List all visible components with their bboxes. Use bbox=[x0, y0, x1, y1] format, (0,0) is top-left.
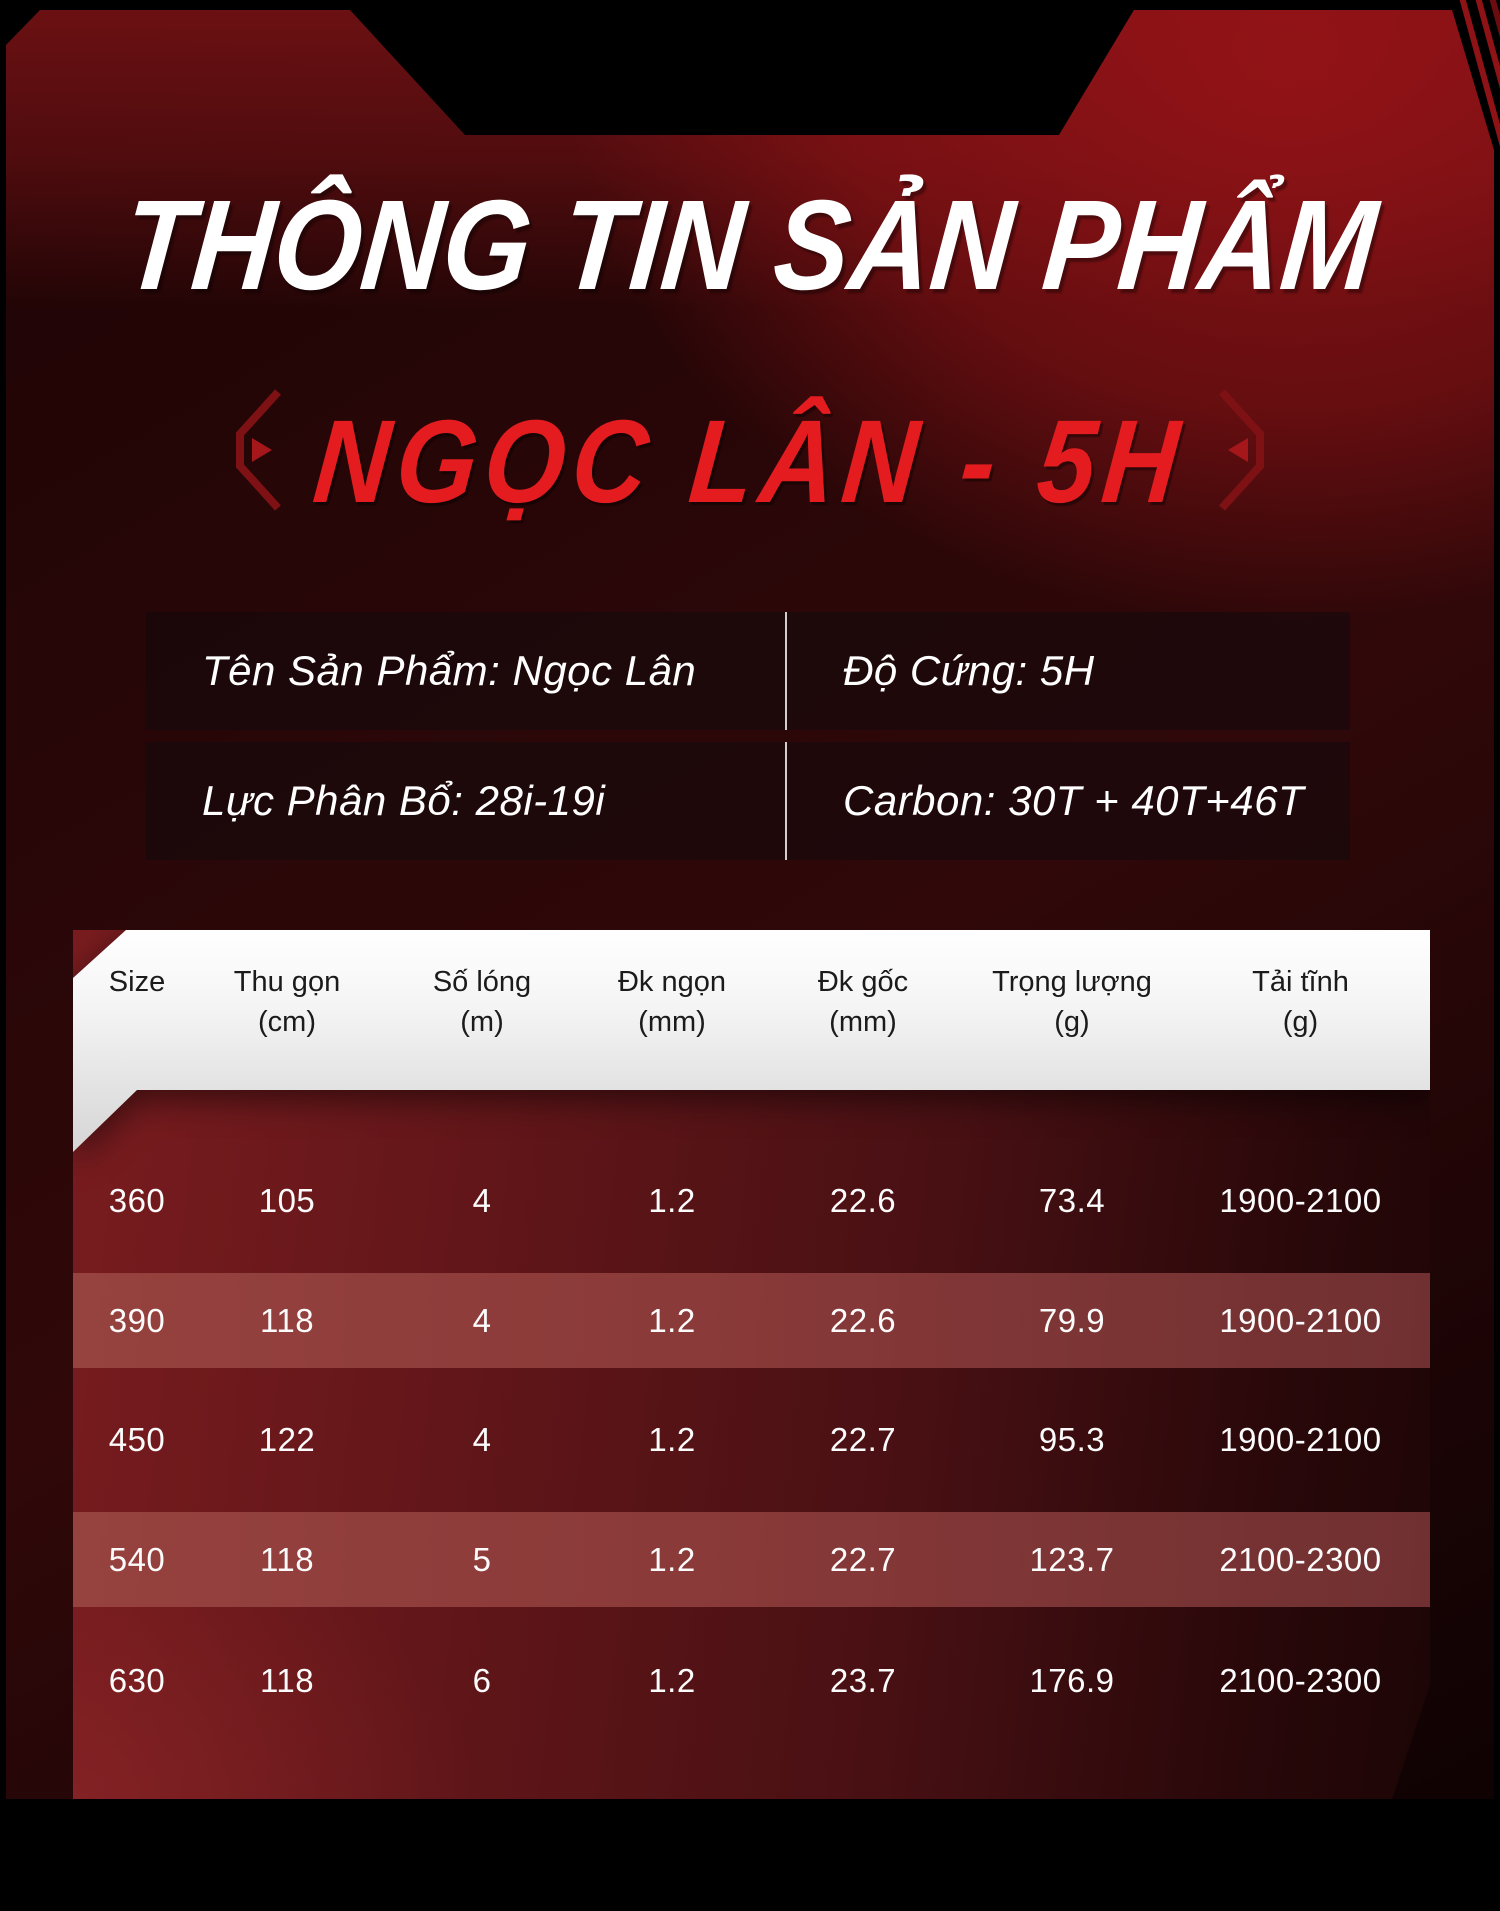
size-spec-table: Size Thu gọn (cm) Số lóng (m) Đk ngọn (mm) Đk g… bbox=[73, 930, 1430, 1799]
right-bracket-icon bbox=[1219, 389, 1264, 511]
table-row: 540 118 5 1.2 22.7 123.7 2100-2300 bbox=[73, 1512, 1430, 1607]
spec-carbon: Carbon: 30T + 40T+46T bbox=[787, 742, 1350, 860]
table-cell: 118 bbox=[259, 1662, 315, 1699]
table-cell: 1.2 bbox=[648, 1181, 696, 1219]
table-cell: 1.2 bbox=[648, 1421, 696, 1458]
table-cell: 22.6 bbox=[829, 1181, 897, 1219]
table-header-banner bbox=[73, 930, 1430, 1152]
table-cell: 4 bbox=[472, 1301, 492, 1339]
table-cell: 390 bbox=[108, 1301, 166, 1339]
table-cell: 1900-2100 bbox=[1219, 1181, 1382, 1219]
table-cell: 73.4 bbox=[1038, 1181, 1106, 1219]
column-header: Tải tĩnh (g) bbox=[1252, 966, 1349, 1038]
table-cell: 1900-2100 bbox=[1219, 1301, 1382, 1339]
column-header: Số lóng (m) bbox=[432, 966, 532, 1038]
table-cell: 2100-2300 bbox=[1219, 1662, 1382, 1699]
subtitle-banner: NGỌC LÂN - 5H bbox=[0, 388, 1500, 528]
spec-power-distribution: Lực Phân Bổ: 28i-19i bbox=[146, 742, 787, 860]
corner-stripes-decoration bbox=[1459, 0, 1500, 147]
table-cell: 1.2 bbox=[648, 1662, 696, 1699]
column-header: Trọng lượng (g) bbox=[992, 966, 1152, 1038]
table-cell: 95.3 bbox=[1038, 1421, 1106, 1458]
table-cell: 176.9 bbox=[1029, 1662, 1115, 1699]
column-header: Thu gọn (cm) bbox=[233, 966, 341, 1038]
page-title: THÔNG TIN SẢN PHẨM bbox=[117, 174, 1383, 317]
table-cell: 450 bbox=[108, 1421, 166, 1458]
table-cell: 22.7 bbox=[829, 1421, 897, 1458]
column-header: Size bbox=[108, 966, 166, 998]
table-cell: 1.2 bbox=[648, 1301, 696, 1339]
table-cell: 4 bbox=[472, 1421, 492, 1458]
table-cell: 6 bbox=[472, 1662, 492, 1699]
table-cell: 360 bbox=[108, 1181, 166, 1219]
table-body: 360 105 4 1.2 22.6 73.4 1900-2100 390 118 4 1.2 22.… bbox=[73, 1092, 1430, 1799]
table-cell: 1.2 bbox=[648, 1540, 696, 1578]
spec-product-name: Tên Sản Phẩm: Ngọc Lân bbox=[146, 612, 787, 730]
table-row: 630 118 6 1.2 23.7 176.9 2100-2300 bbox=[73, 1607, 1430, 1799]
table-row: 450 122 4 1.2 22.7 95.3 1900-2100 bbox=[73, 1368, 1430, 1512]
table-cell: 105 bbox=[258, 1181, 316, 1219]
column-header: Đk ngọn (mm) bbox=[617, 966, 726, 1038]
table-cell: 4 bbox=[472, 1181, 492, 1219]
table-cell: 118 bbox=[259, 1540, 315, 1578]
table-cell: 79.9 bbox=[1038, 1301, 1106, 1339]
table-row: 360 105 4 1.2 22.6 73.4 1900-2100 bbox=[73, 1092, 1430, 1273]
table-cell: 630 bbox=[108, 1662, 166, 1699]
table-cell: 122 bbox=[258, 1421, 316, 1458]
column-header: Đk gốc (mm) bbox=[817, 966, 909, 1038]
table-header-row: Size Thu gọn (cm) Số lóng (m) Đk ngọn (mm) Đk g… bbox=[73, 962, 1430, 1042]
spec-hardness: Độ Cứng: 5H bbox=[787, 612, 1350, 730]
table-row: 390 118 4 1.2 22.6 79.9 1900-2100 bbox=[73, 1273, 1430, 1368]
table-cell: 118 bbox=[259, 1301, 315, 1339]
table-cell: 540 bbox=[108, 1540, 166, 1578]
table-cell: 22.7 bbox=[829, 1540, 897, 1578]
left-bracket-icon bbox=[236, 389, 281, 511]
table-cell: 5 bbox=[472, 1540, 492, 1578]
table-cell: 2100-2300 bbox=[1219, 1540, 1382, 1578]
table-cell: 123.7 bbox=[1029, 1540, 1115, 1578]
table-cell: 22.6 bbox=[829, 1301, 897, 1339]
table-cell: 1900-2100 bbox=[1219, 1421, 1382, 1458]
table-cell: 23.7 bbox=[829, 1662, 897, 1699]
spec-boxes: Tên Sản Phẩm: Ngọc Lân Độ Cứng: 5H Lực P… bbox=[146, 612, 1350, 860]
